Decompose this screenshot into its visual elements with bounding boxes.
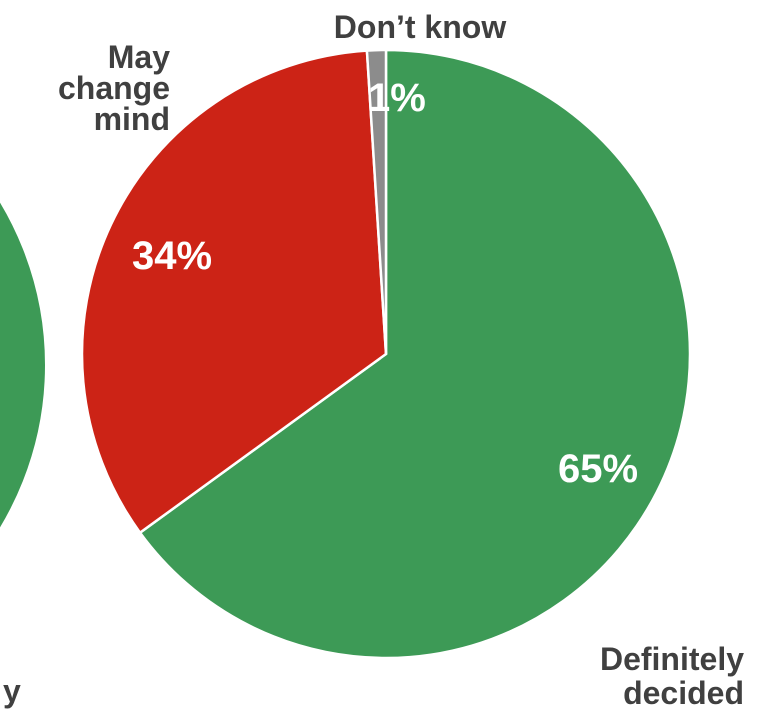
category-label-line: May — [108, 39, 170, 75]
category-label-line: mind — [94, 101, 170, 137]
pie-slice-dont-know — [365, 48, 388, 355]
category-label-line: change — [58, 70, 170, 106]
category-label-line: decided — [623, 675, 744, 711]
value-label-definitely-decided: 65% — [558, 447, 638, 491]
category-label-definitely-decided: Definitely decided — [600, 641, 744, 711]
main-pie-labels: 65% 34% 1% Definitely decided May change mind Do… — [58, 9, 744, 711]
left-pie-slice — [0, 198, 47, 532]
category-label-line: Definitely — [600, 641, 744, 677]
left-pie-label-fragment: y — [3, 673, 21, 709]
category-label-dont-know: Don’t know — [334, 9, 507, 45]
value-label-may-change-mind: 34% — [132, 234, 212, 278]
pie-slice-definitely-decided — [138, 48, 692, 660]
value-label-dont-know: 1% — [368, 76, 426, 120]
left-pie-partial: y — [0, 198, 47, 709]
pie-slice-may-change-mind — [80, 49, 388, 535]
category-label-line: Don’t know — [334, 9, 507, 45]
category-label-may-change-mind: May change mind — [58, 39, 170, 137]
main-pie — [80, 48, 692, 660]
